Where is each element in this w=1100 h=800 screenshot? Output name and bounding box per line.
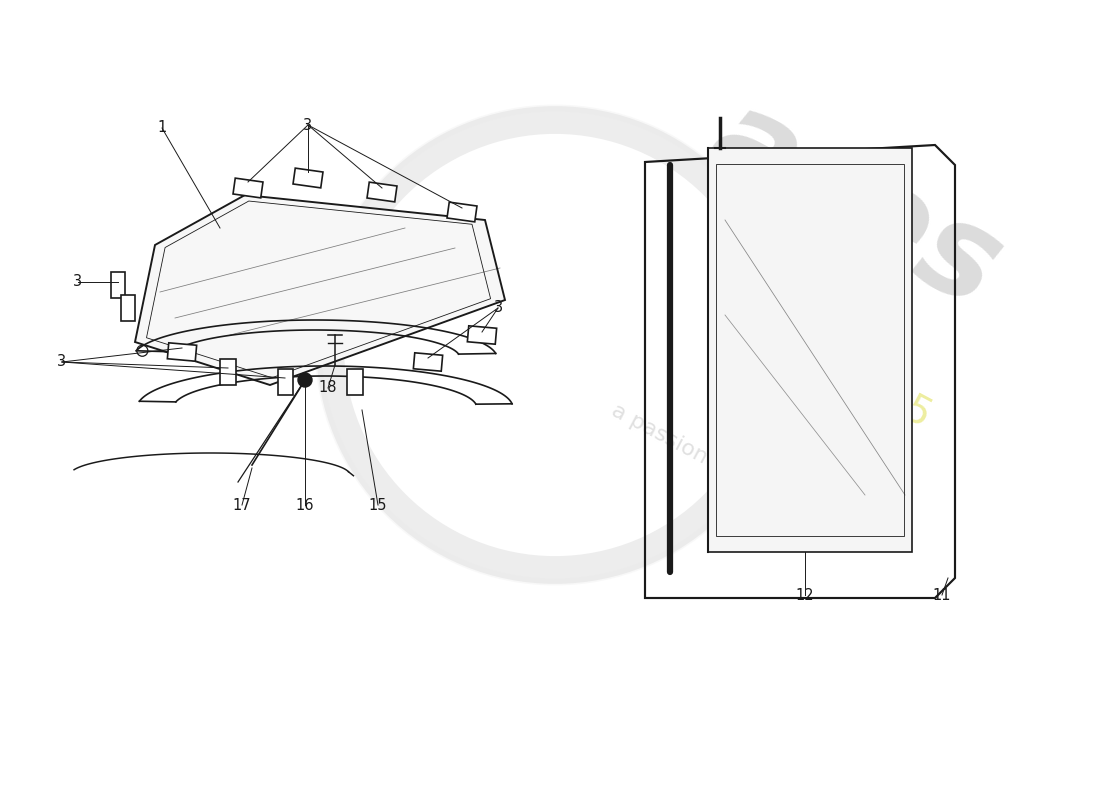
Text: 17: 17 <box>233 498 251 513</box>
Text: a passion for parts: a passion for parts <box>608 400 802 516</box>
Text: 18: 18 <box>319 381 338 395</box>
Polygon shape <box>468 326 496 344</box>
Polygon shape <box>348 369 363 395</box>
Polygon shape <box>447 202 477 222</box>
Polygon shape <box>121 295 135 321</box>
Text: 16: 16 <box>296 498 315 513</box>
Text: 3: 3 <box>304 118 312 133</box>
Text: 15: 15 <box>368 498 387 513</box>
Text: 1: 1 <box>157 121 166 135</box>
Polygon shape <box>111 272 125 298</box>
Text: 11: 11 <box>933 587 952 602</box>
Text: 3: 3 <box>494 301 503 315</box>
Polygon shape <box>277 369 293 395</box>
Polygon shape <box>233 178 263 198</box>
Polygon shape <box>135 195 505 385</box>
Text: since 1985: since 1985 <box>733 302 937 434</box>
Text: 3: 3 <box>74 274 82 290</box>
Text: ares: ares <box>688 77 1022 334</box>
Polygon shape <box>220 359 235 385</box>
Text: 12: 12 <box>795 587 814 602</box>
Text: 3: 3 <box>57 354 67 370</box>
Polygon shape <box>293 168 323 188</box>
Polygon shape <box>167 343 197 361</box>
Polygon shape <box>367 182 397 202</box>
Polygon shape <box>414 353 442 371</box>
Polygon shape <box>708 148 912 552</box>
Circle shape <box>298 373 312 387</box>
